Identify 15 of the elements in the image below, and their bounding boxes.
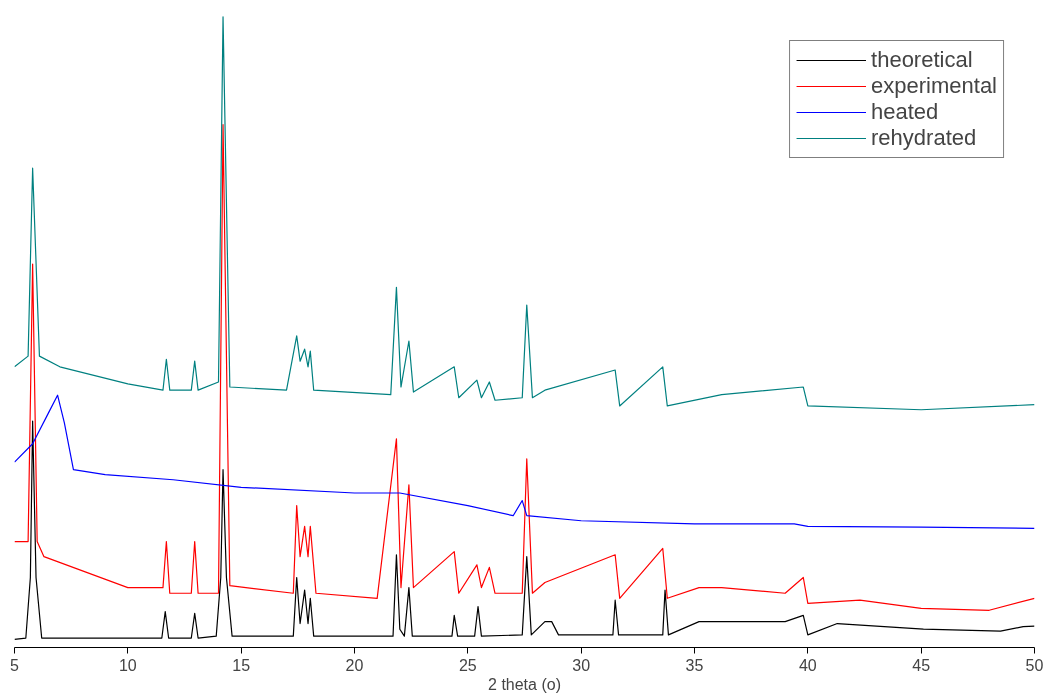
x-tick-label: 20	[345, 656, 364, 674]
x-tick-label: 30	[572, 656, 591, 674]
x-tick-label: 5	[10, 656, 20, 674]
x-tick-label: 25	[458, 656, 477, 674]
x-axis-title: 2 theta (o)	[488, 675, 561, 693]
x-tick-label: 40	[798, 656, 817, 674]
x-tick-label: 15	[232, 656, 251, 674]
x-tick-label: 35	[685, 656, 704, 674]
legend-label: theoretical	[871, 47, 973, 73]
x-tick-label: 45	[912, 656, 931, 674]
legend-label: rehydrated	[871, 125, 977, 151]
legend-label: heated	[871, 99, 939, 125]
x-tick-label: 10	[118, 656, 137, 674]
x-tick-label: 50	[1025, 656, 1044, 674]
legend-label: experimental	[871, 73, 997, 99]
